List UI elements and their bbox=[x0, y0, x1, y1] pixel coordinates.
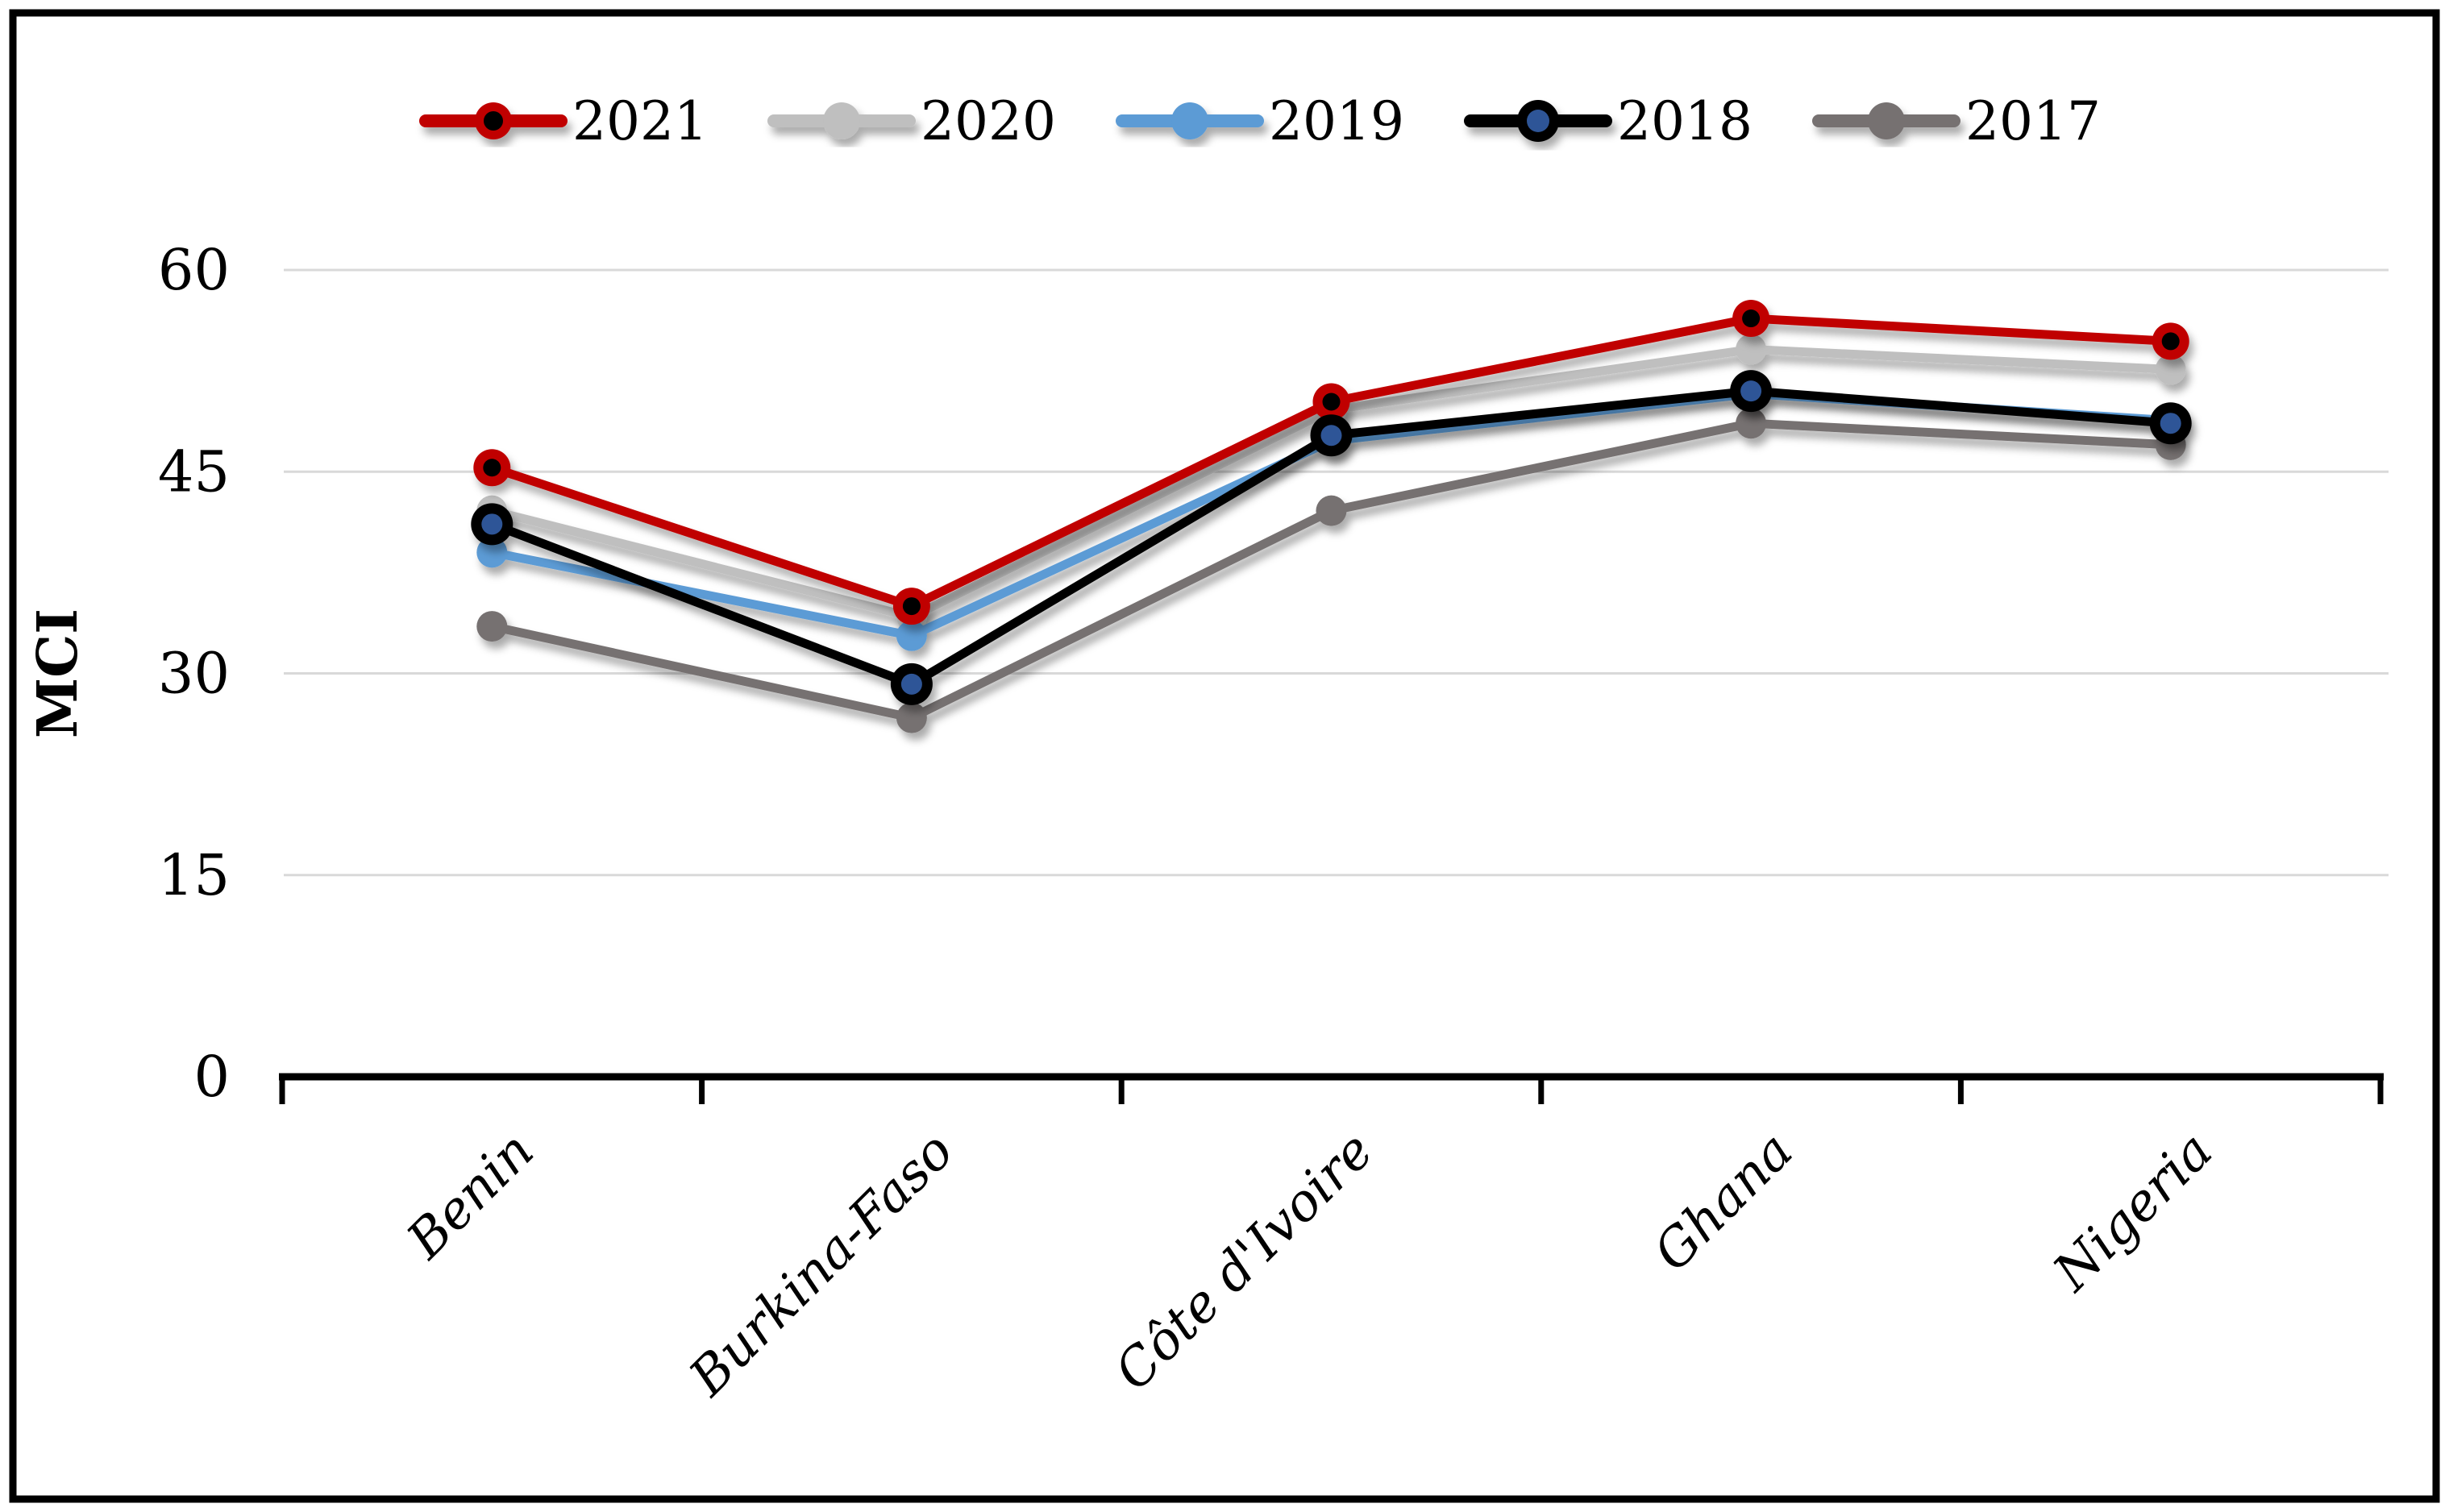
chart-border bbox=[9, 9, 2440, 1503]
marker-core-2021-4 bbox=[2161, 332, 2180, 351]
marker-core-2021-1 bbox=[902, 597, 921, 616]
marker-2019-0 bbox=[476, 537, 508, 568]
marker-core-2018-4 bbox=[2160, 413, 2181, 434]
legend-item-2018: 2018 bbox=[1464, 90, 1753, 152]
legend-item-2019: 2019 bbox=[1116, 90, 1404, 152]
marker-2017-0 bbox=[476, 611, 508, 642]
legend-key-2021 bbox=[419, 102, 568, 139]
marker-2017-3 bbox=[1736, 408, 1767, 439]
legend-key-2018 bbox=[1464, 100, 1612, 142]
marker-2020-4 bbox=[2155, 354, 2186, 385]
marker-core-2021-3 bbox=[1742, 309, 1761, 328]
legend-label-2021: 2021 bbox=[572, 90, 708, 152]
y-tick-label-30: 30 bbox=[158, 641, 230, 707]
marker-2019-1 bbox=[896, 620, 927, 651]
legend-label-2017: 2017 bbox=[1965, 90, 2101, 152]
y-tick-label-15: 15 bbox=[158, 842, 230, 908]
gridlines bbox=[284, 268, 2389, 877]
marker-core-2021-2 bbox=[1322, 393, 1341, 411]
series-2021 bbox=[473, 300, 2189, 625]
legend-marker-2020 bbox=[823, 102, 860, 139]
legend-item-2020: 2020 bbox=[767, 90, 1056, 152]
y-tick-label-0: 0 bbox=[193, 1044, 230, 1110]
y-axis-title: MCI bbox=[26, 609, 90, 738]
y-axis-labels: 0 15 30 45 60 bbox=[158, 237, 230, 1110]
marker-2020-3 bbox=[1736, 334, 1767, 365]
legend-label-2018: 2018 bbox=[1617, 90, 1753, 152]
legend-item-2021: 2021 bbox=[419, 90, 708, 152]
marker-2017-2 bbox=[1316, 495, 1347, 526]
legend-marker-core-2021 bbox=[484, 111, 503, 131]
legend-key-2019 bbox=[1116, 102, 1264, 139]
marker-core-2018-2 bbox=[1320, 425, 1342, 447]
marker-2017-1 bbox=[896, 702, 927, 733]
series-2018 bbox=[471, 370, 2192, 705]
legend-item-2017: 2017 bbox=[1812, 90, 2101, 152]
legend-marker-2017 bbox=[1868, 102, 1905, 139]
marker-core-2018-1 bbox=[900, 673, 922, 695]
legend-key-2020 bbox=[767, 102, 916, 139]
legend-marker-2019 bbox=[1171, 102, 1208, 139]
marker-core-2018-3 bbox=[1740, 380, 1762, 402]
y-tick-label-45: 45 bbox=[158, 438, 230, 505]
x-axis bbox=[279, 1073, 2384, 1104]
legend-label-2020: 2020 bbox=[921, 90, 1056, 152]
marker-core-2021-0 bbox=[483, 459, 501, 477]
legend-label-2019: 2019 bbox=[1269, 90, 1404, 152]
marker-core-2018-0 bbox=[481, 513, 503, 535]
legend: 2021 2020 2019 2018 2017 bbox=[419, 90, 2101, 152]
legend-key-2017 bbox=[1812, 102, 1960, 139]
y-tick-label-60: 60 bbox=[158, 237, 230, 303]
legend-marker-core-2018 bbox=[1527, 110, 1549, 132]
